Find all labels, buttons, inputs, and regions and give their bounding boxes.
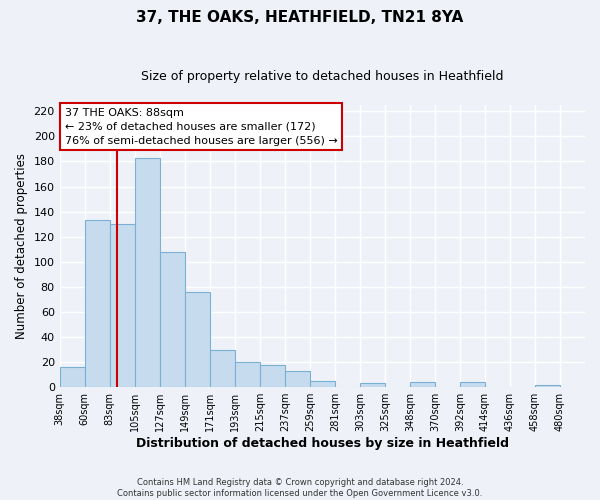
Bar [310, 381, 335, 387]
Bar [210, 350, 235, 387]
Bar [260, 364, 285, 387]
Bar [160, 252, 185, 387]
Bar [135, 158, 160, 387]
Bar [110, 224, 135, 387]
Title: Size of property relative to detached houses in Heathfield: Size of property relative to detached ho… [141, 70, 503, 83]
X-axis label: Distribution of detached houses by size in Heathfield: Distribution of detached houses by size … [136, 437, 509, 450]
Bar [460, 382, 485, 387]
Bar [59, 367, 85, 387]
Bar [535, 384, 560, 387]
Bar [85, 220, 110, 387]
Bar [285, 371, 310, 387]
Bar [410, 382, 435, 387]
Bar [360, 384, 385, 387]
Text: 37 THE OAKS: 88sqm
← 23% of detached houses are smaller (172)
76% of semi-detach: 37 THE OAKS: 88sqm ← 23% of detached hou… [65, 108, 338, 146]
Y-axis label: Number of detached properties: Number of detached properties [15, 153, 28, 339]
Bar [235, 362, 260, 387]
Bar [185, 292, 210, 387]
Text: 37, THE OAKS, HEATHFIELD, TN21 8YA: 37, THE OAKS, HEATHFIELD, TN21 8YA [136, 10, 464, 25]
Text: Contains HM Land Registry data © Crown copyright and database right 2024.
Contai: Contains HM Land Registry data © Crown c… [118, 478, 482, 498]
